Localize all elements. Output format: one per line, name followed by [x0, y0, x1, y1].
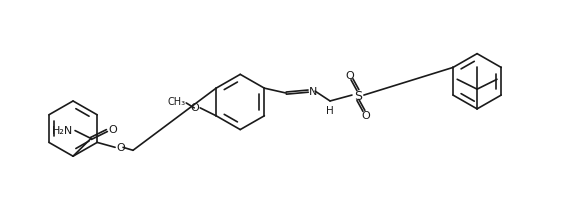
- Text: S: S: [354, 89, 362, 102]
- Text: N: N: [309, 87, 317, 97]
- Text: H: H: [326, 105, 334, 115]
- Text: O: O: [190, 102, 199, 112]
- Text: O: O: [109, 124, 118, 134]
- Text: O: O: [346, 71, 354, 81]
- Text: CH₃: CH₃: [167, 96, 185, 106]
- Text: O: O: [116, 143, 125, 153]
- Text: O: O: [361, 110, 370, 120]
- Text: H₂N: H₂N: [52, 125, 73, 135]
